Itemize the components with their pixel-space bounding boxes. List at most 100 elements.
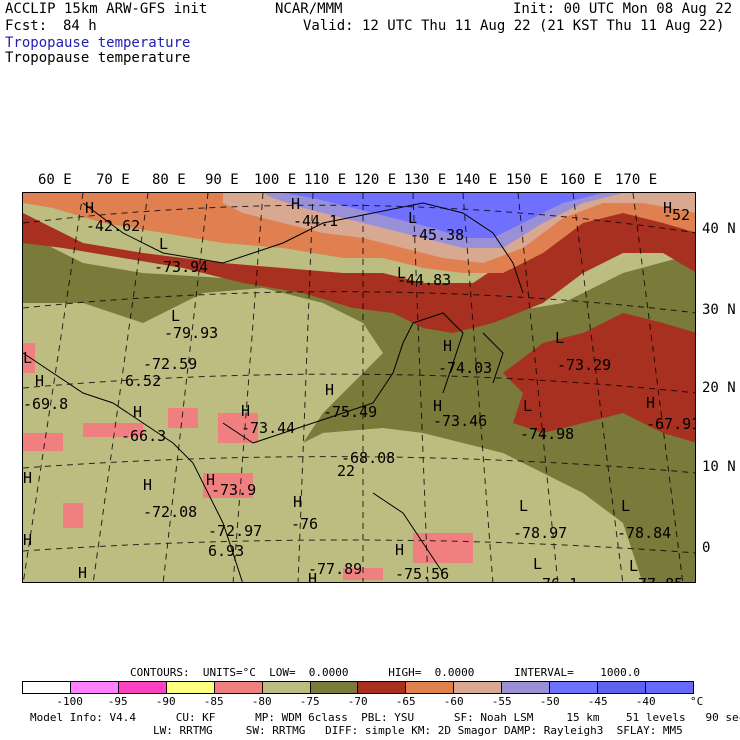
model-info-line1: Model Info: V4.4 CU: KF MP: WDM 6class P… [30, 711, 740, 724]
lon-label: 150 E [506, 172, 549, 188]
colorbar-tick-label: -70 [347, 695, 368, 708]
marker-layer: H-42.62H-44.1 L-45.38H-52L-73.94 L-44.83L-… [23, 193, 696, 583]
colorbar-swatch [502, 682, 551, 693]
lon-label: 110 E [304, 172, 347, 188]
colorbar-tick-label: -60 [443, 695, 464, 708]
temperature-value-label: -77.85 [629, 575, 683, 583]
temperature-value-label: -72.59 [143, 355, 197, 373]
temperature-value-label: -68.08 [341, 449, 395, 467]
colorbar-swatch [214, 682, 263, 693]
temperature-value-label: -78.97 [513, 524, 567, 542]
lon-label: 170 E [615, 172, 658, 188]
model-info-line2: LW: RRTMG SW: RRTMG DIFF: simple KM: 2D … [153, 724, 683, 737]
colorbar-swatch [406, 682, 455, 693]
temperature-value-label: -72.97 [208, 522, 262, 540]
colorbar-swatch [598, 682, 646, 693]
temperature-value-label: -66.3 [121, 427, 166, 445]
pressure-center-symbol: H [293, 493, 302, 511]
pressure-center-symbol: H [443, 337, 452, 355]
colorbar-tick-label: -100 [56, 695, 83, 708]
map-canvas: H-42.62H-44.1 L-45.38H-52L-73.94 L-44.83L-… [23, 193, 696, 583]
colorbar-swatch [310, 682, 359, 693]
temperature-value-label: -67.91 [646, 415, 696, 433]
pressure-center-symbol: L [555, 329, 564, 347]
pressure-center-symbol: H [395, 541, 404, 559]
temperature-value-label: -75.49 [323, 403, 377, 421]
colorbar [22, 681, 694, 694]
pressure-center-symbol: H [433, 397, 442, 415]
colorbar-swatch [118, 682, 167, 693]
forecast-label: Fcst: [5, 18, 48, 34]
pressure-center-symbol: H [85, 199, 94, 217]
pressure-center-symbol: L [397, 264, 406, 282]
contours-info: CONTOURS: UNITS=°C LOW= 0.0000 HIGH= 0.0… [130, 666, 640, 679]
temperature-value-label: -52 [663, 206, 690, 224]
pressure-center-symbol: L [519, 497, 528, 515]
dark-red-east [503, 313, 695, 443]
colorbar-tick-label: -40 [635, 695, 656, 708]
pressure-center-symbol: H [133, 403, 142, 421]
temperature-value-label: -76 [291, 515, 318, 533]
pressure-center-symbol: H [206, 471, 215, 489]
colorbar-tick-label: -95 [107, 695, 128, 708]
colorbar-swatch [358, 682, 407, 693]
pressure-center-symbol: L [171, 307, 180, 325]
temperature-value-label: 6.93 [208, 542, 244, 560]
lon-label: 120 E [354, 172, 397, 188]
temperature-value-label: -75.56 [395, 565, 449, 583]
temperature-value-label: -77.89 [308, 560, 362, 578]
center-label: NCAR/MMM [275, 1, 343, 17]
field-title-primary: Tropopause temperature [5, 35, 191, 51]
temperature-value-label: -72.08 [143, 503, 197, 521]
model-title: ACCLIP 15km ARW-GFS init [5, 1, 208, 17]
colorbar-swatch [550, 682, 599, 693]
lat-label: 0 [702, 540, 711, 556]
lon-label: 140 E [455, 172, 498, 188]
colorbar-tick-label: -65 [395, 695, 416, 708]
coastlines [23, 202, 524, 582]
colorbar-swatch [70, 682, 119, 693]
colorbar-swatch [454, 682, 503, 693]
colorbar-tick-label: -55 [491, 695, 512, 708]
temperature-value-label: -76.1 [533, 575, 578, 583]
field-title-secondary: Tropopause temperature [5, 50, 191, 66]
lon-label: 100 E [254, 172, 297, 188]
temperature-value-label: -69.8 [23, 395, 68, 413]
temperature-value-label: -44.1 [293, 212, 338, 230]
temperature-value-label: -73.29 [557, 356, 611, 374]
tropopause-temperature-map: H -42.62 H -44.1 L -45.38 H -52 L -73.94 L -44.83 L -… [22, 192, 696, 583]
lon-label: 60 E [38, 172, 72, 188]
pressure-center-symbol: L [23, 349, 32, 367]
pressure-center-symbol: L [408, 209, 417, 227]
colorbar-unit: °C [690, 695, 704, 708]
temperature-value-label: -78.84 [617, 524, 671, 542]
lon-label: 130 E [404, 172, 447, 188]
pressure-center-symbol: L [629, 557, 638, 575]
pressure-center-symbol: L [523, 397, 532, 415]
pressure-center-symbol: H [325, 381, 334, 399]
colorbar-swatch [645, 682, 693, 693]
colorbar-tick-label: -50 [539, 695, 560, 708]
pressure-center-symbol: H [23, 531, 32, 549]
temperature-value-label: -74.03 [438, 359, 492, 377]
pressure-center-symbol: H [35, 372, 44, 390]
pressure-center-symbol: H [23, 469, 32, 487]
pressure-center-symbol: L [533, 555, 542, 573]
lat-label: 10 N [702, 459, 736, 475]
colorbar-tick-label: -75 [299, 695, 320, 708]
pressure-center-symbol: H [241, 402, 250, 420]
temperature-value-label: 6.52 [125, 372, 161, 390]
colorbar-tick-label: -90 [155, 695, 176, 708]
lat-label: 30 N [702, 302, 736, 318]
colorbar-swatch [262, 682, 311, 693]
temperature-value-label: -73.94 [154, 258, 208, 276]
lon-label: 90 E [205, 172, 239, 188]
salmon-patches [23, 343, 473, 580]
khaki-core [23, 288, 633, 582]
pressure-center-symbol: L [621, 497, 630, 515]
lon-label: 80 E [152, 172, 186, 188]
temperature-value-label: -45.38 [410, 226, 464, 244]
colorbar-tick-label: -85 [203, 695, 224, 708]
pressure-center-symbol: H [646, 394, 655, 412]
pressure-center-symbol: H [78, 564, 87, 582]
